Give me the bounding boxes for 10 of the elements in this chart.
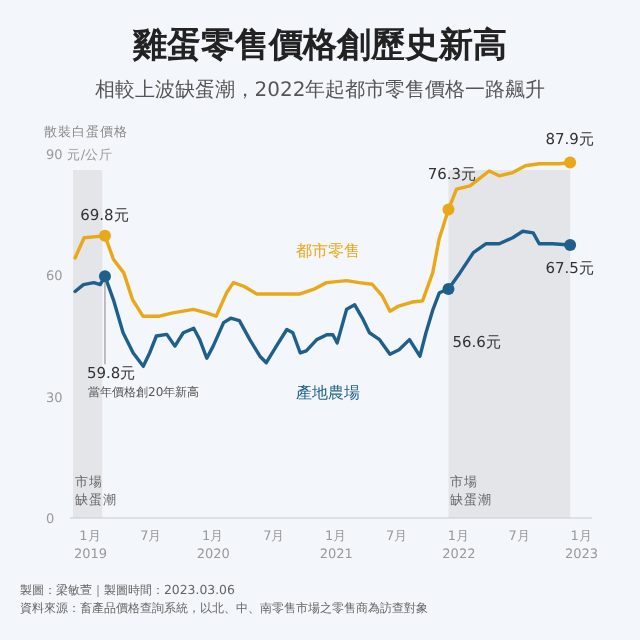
point [442, 283, 455, 296]
chart-title: 雞蛋零售價格創歷史新高 [131, 26, 507, 66]
chart-subtitle: 相較上波缺蛋潮，2022年起都市零售價格一路飆升 [94, 78, 546, 102]
point [564, 239, 577, 251]
series-label: 產地農場 [296, 384, 360, 402]
point [98, 229, 111, 242]
point [98, 270, 111, 283]
series-label: 都市零售 [296, 242, 360, 260]
point [442, 203, 455, 216]
point [564, 156, 577, 169]
